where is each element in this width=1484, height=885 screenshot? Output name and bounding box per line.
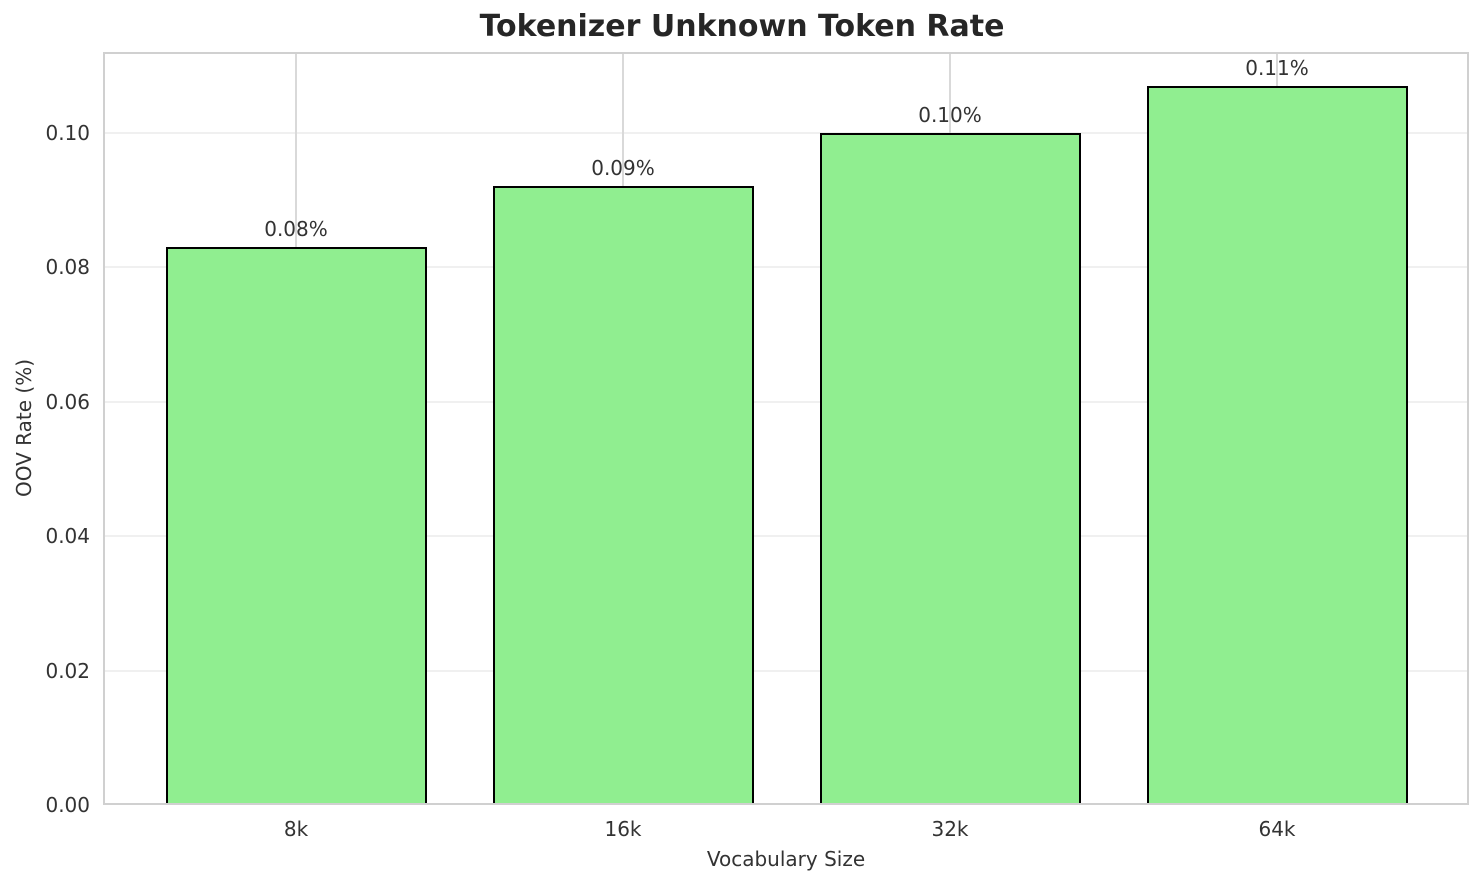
x-tick-label: 16k [604, 817, 642, 841]
x-tick-label: 64k [1258, 817, 1296, 841]
bar [165, 247, 427, 805]
horizontal-gridline [103, 535, 1469, 538]
bar-value-label: 0.10% [918, 103, 982, 127]
x-axis-label: Vocabulary Size [706, 847, 866, 871]
y-tick-label: 0.06 [45, 389, 90, 414]
x-tick-label: 8k [283, 817, 309, 841]
y-axis-label: OOV Rate (%) [12, 359, 36, 497]
bar-value-label: 0.09% [591, 156, 655, 180]
horizontal-gridline [103, 131, 1469, 134]
y-tick-label: 0.00 [45, 793, 90, 817]
y-tick-label: 0.04 [45, 524, 90, 549]
bar-value-label: 0.11% [1245, 56, 1309, 80]
plot-area: 0.08% 0.09% 0.10% 0.11% [103, 52, 1469, 805]
horizontal-gridline [103, 266, 1469, 269]
y-tick-label: 0.08 [45, 255, 90, 280]
bar [819, 133, 1081, 805]
bar-value-label: 0.08% [264, 217, 328, 241]
x-tick-label: 32k [931, 817, 969, 841]
y-tick-label: 0.02 [45, 658, 90, 683]
y-tick-label: 0.10 [45, 120, 90, 145]
horizontal-gridline [103, 400, 1469, 403]
bar [1146, 86, 1408, 805]
horizontal-gridline [103, 669, 1469, 672]
chart-title: Tokenizer Unknown Token Rate [479, 9, 1005, 44]
bar [492, 186, 754, 805]
